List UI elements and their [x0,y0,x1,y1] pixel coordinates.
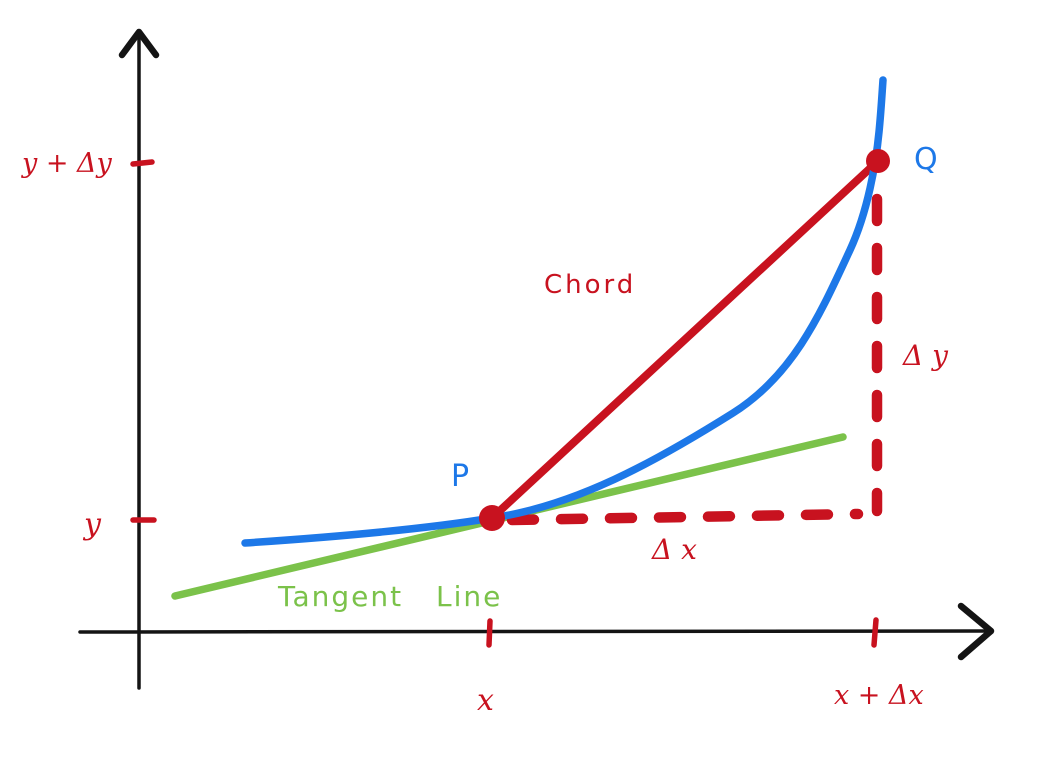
x-axis [78,602,995,661]
label-y-plus-delta-y: y + Δy [22,148,112,179]
label-tangent-line: Tangent Line [278,580,503,613]
label-point-q: Q [914,142,940,177]
label-x: x [477,683,494,718]
label-y: y [84,507,101,542]
label-x-plus-delta-x: x + Δx [834,680,924,711]
tick-y-plus-delta-y [130,159,155,167]
function-curve [241,76,887,547]
x-axis-line [78,629,988,634]
label-delta-y: Δ y [903,339,948,372]
tick-x [486,618,493,648]
label-delta-x: Δ x [652,533,697,566]
x-axis-arrowhead-icon [957,602,995,661]
chord-line [488,157,882,522]
tick-x-plus-delta-x [871,617,879,648]
delta-x-dashed-line [506,508,864,526]
y-axis-arrowhead-icon [118,28,160,59]
label-point-p: P [451,459,472,494]
y-axis [118,28,160,690]
point-p-dot [479,505,505,531]
point-q-dot [866,149,890,173]
label-chord: Chord [544,270,637,300]
